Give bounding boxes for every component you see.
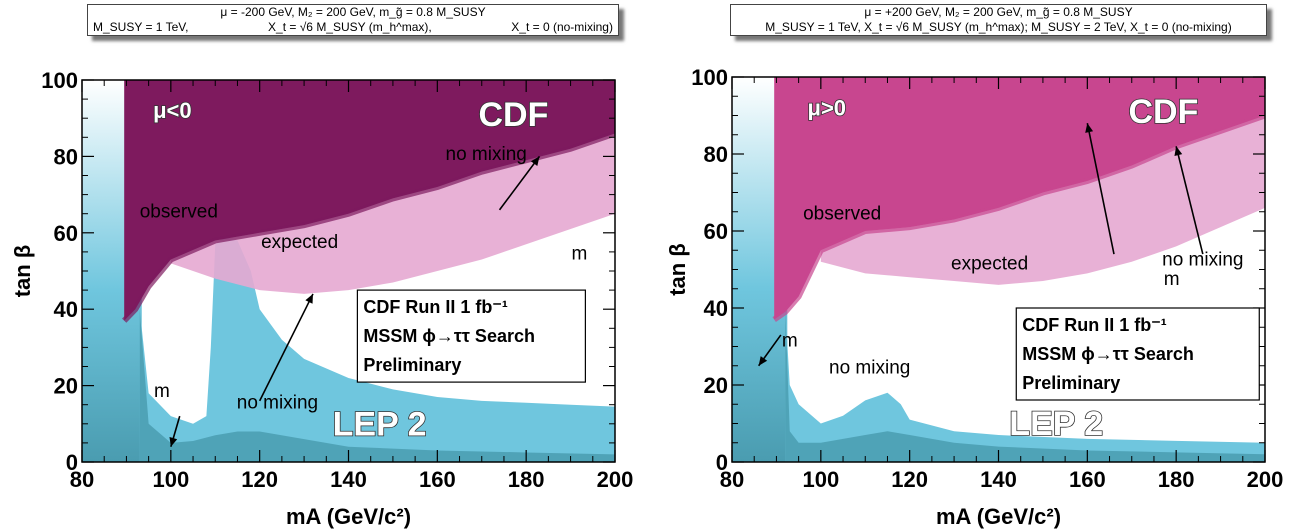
parameter-box: μ = +200 GeV, M₂ = 200 GeV, m_g̃ = 0.8 M…: [730, 4, 1267, 36]
annotation-arrow-line: [498, 155, 541, 211]
annotation-arrow-line: [258, 293, 314, 402]
x-tick-label: 140: [330, 467, 367, 492]
y-tick-label: 60: [54, 221, 78, 246]
y-tick-label: 60: [704, 219, 728, 244]
expected-annotation: expected: [951, 254, 1028, 275]
parameter-line-2: M_SUSY = 1 TeV, X_t = √6 M_SUSY (m_h^max…: [765, 20, 1232, 34]
observed-limit-line-mhmax: [772, 112, 1265, 323]
y-tick-label: 80: [704, 142, 728, 167]
x-axis-title: mA (GeV/c²): [936, 504, 1061, 529]
right-chart-panel: μ = +200 GeV, M₂ = 200 GeV, m_g̃ = 0.8 M…: [655, 0, 1295, 531]
parameter-line-1: μ = +200 GeV, M₂ = 200 GeV, m_g̃ = 0.8 M…: [864, 5, 1133, 19]
run-info-box: [356, 289, 586, 383]
y-tick-label: 40: [54, 297, 78, 322]
observed-annotation: observed: [803, 203, 881, 224]
lep-label: LEP 2: [333, 405, 427, 443]
nomixing-annotation-bottom: no mixing: [237, 393, 318, 414]
mhmax-annotation-top: m: [572, 244, 588, 265]
x-tick-label: 160: [1069, 467, 1106, 492]
parameter-line-2: M_SUSY = 1 TeV, X_t = √6 M_SUSY (m_h^max…: [88, 20, 618, 35]
run-info-line: MSSM ϕ→ττ Search: [363, 326, 535, 346]
nomixing-annotation-top: no mixing: [1162, 250, 1243, 271]
y-tick-label: 0: [716, 450, 728, 475]
run-info-line: MSSM ϕ→ττ Search: [1022, 344, 1194, 364]
y-tick-label: 100: [691, 65, 728, 90]
mhmax-annotation-bottom: m: [154, 381, 170, 402]
lep-mhmax-excluded-region: [785, 308, 1265, 462]
y-axis-title: tan β: [665, 243, 690, 296]
plot-area: [732, 77, 1265, 462]
run-info-line: Preliminary: [363, 355, 461, 375]
x-tick-label: 120: [241, 467, 278, 492]
parameter-msusy: M_SUSY = 1 TeV,: [93, 20, 189, 34]
x-tick-label: 180: [508, 467, 545, 492]
annotation-arrow-head: [758, 356, 768, 366]
y-tick-label: 80: [54, 144, 78, 169]
annotation-arrow-line: [1086, 123, 1115, 255]
annotation-arrow-line: [1175, 146, 1204, 255]
left-chart-svg: 80 100 120 140 160 180 200 0 20 40 60 80 100 mA (GeV/…: [10, 68, 634, 529]
mhmax-annotation-bottom: m: [782, 331, 798, 352]
experiment-label: CDF: [1128, 93, 1198, 131]
mhmax-annotation-top: m: [1164, 269, 1180, 290]
x-tick-label: 160: [419, 467, 456, 492]
annotation-arrow-head: [530, 156, 540, 167]
right-chart-svg: 80 100 120 140 160 180 200 0 20 40 60 80 100 mA (GeV/…: [665, 65, 1284, 529]
x-tick-label: 180: [1158, 467, 1195, 492]
x-tick-label: 120: [891, 467, 928, 492]
nomixing-annotation-top: no mixing: [446, 144, 527, 165]
annotation-arrow-head: [305, 293, 313, 304]
experiment-label: CDF: [478, 96, 548, 134]
expected-annotation: expected: [261, 232, 338, 253]
y-tick-label: 20: [54, 374, 78, 399]
parameter-xt-mhmax: X_t = √6 M_SUSY (m_h^max),: [268, 20, 432, 34]
observed-limit-line-mhmax: [122, 130, 615, 323]
annotation-arrow-head: [169, 436, 178, 447]
lep-nomixing-excluded-region: [139, 236, 615, 462]
annotation-arrow-head: [1174, 146, 1183, 156]
observed-annotation: observed: [140, 202, 218, 223]
x-tick-label: 140: [980, 467, 1017, 492]
x-tick-label: 100: [152, 467, 189, 492]
x-tick-label: 80: [70, 467, 94, 492]
plot-area: [82, 80, 615, 462]
y-tick-label: 20: [704, 373, 728, 398]
x-tick-label: 80: [720, 467, 744, 492]
lep-mhmax-excluded-region: [139, 309, 615, 462]
y-tick-label: 0: [66, 450, 78, 475]
x-tick-label: 200: [597, 467, 634, 492]
run-info-line: CDF Run II 1 fb⁻¹: [363, 297, 507, 317]
lep-label: LEP 2: [1009, 405, 1103, 443]
parameter-line-1: μ = -200 GeV, M₂ = 200 GeV, m_g̃ = 0.8 M…: [220, 5, 486, 19]
y-tick-label: 100: [41, 68, 78, 93]
mu-sign-label: μ<0: [153, 98, 192, 123]
run-info-box: [1015, 307, 1260, 401]
x-axis-title: mA (GeV/c²): [286, 504, 411, 529]
x-tick-label: 200: [1247, 467, 1284, 492]
expected-limit-band: [170, 133, 615, 294]
mu-sign-label: μ>0: [808, 96, 847, 121]
y-tick-label: 40: [704, 296, 728, 321]
x-tick-label: 100: [802, 467, 839, 492]
lep-nomixing-excluded-region: [785, 308, 1265, 462]
observed-excluded-region: [124, 80, 615, 321]
parameter-xt-nomix: X_t = 0 (no-mixing): [511, 20, 613, 34]
run-info-line: Preliminary: [1022, 373, 1120, 393]
left-chart-panel: μ = -200 GeV, M₂ = 200 GeV, m_g̃ = 0.8 M…: [0, 0, 640, 531]
nomixing-annotation-bottom: no mixing: [829, 357, 910, 378]
parameter-box: μ = -200 GeV, M₂ = 200 GeV, m_g̃ = 0.8 M…: [87, 4, 619, 36]
y-axis-title: tan β: [10, 245, 35, 298]
annotation-arrow-head: [1085, 123, 1094, 133]
run-info-line: CDF Run II 1 fb⁻¹: [1022, 315, 1166, 335]
